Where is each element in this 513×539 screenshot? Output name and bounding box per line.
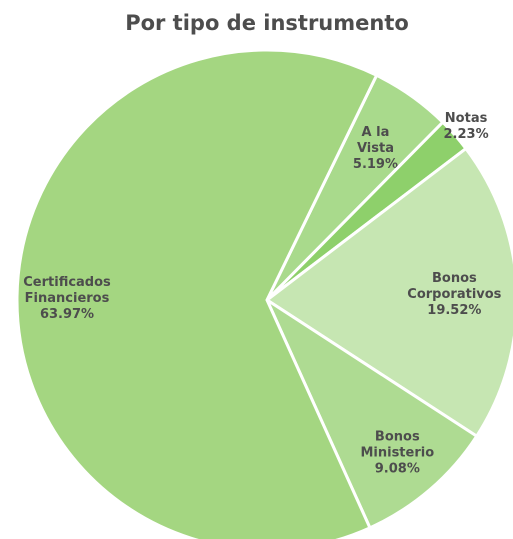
- slice-label: Certificados Financieros: [23, 275, 111, 306]
- slice-label-line: Corporativos: [407, 287, 501, 302]
- slice-label: A la Vista: [357, 125, 394, 156]
- value-label: 19.52%: [427, 303, 481, 318]
- slice-label: Bonos Corporativos: [407, 271, 501, 302]
- slice-label-line: Bonos: [432, 271, 477, 286]
- slice-label-line: Bonos: [375, 430, 420, 445]
- slice-label-line: Certificados: [23, 275, 111, 290]
- value-label: 2.23%: [444, 127, 489, 142]
- slice-label-line: Financieros: [25, 291, 110, 306]
- value-label: 5.19%: [353, 157, 398, 172]
- slice-label-line: Notas: [445, 111, 488, 126]
- value-label: 63.97%: [40, 307, 94, 322]
- slice-label-line: A la: [362, 125, 390, 140]
- slice-label: Bonos Ministerio: [360, 430, 434, 461]
- pie-slice: [264, 146, 513, 439]
- pie-slice: [263, 295, 479, 530]
- slice-label-line: Ministerio: [360, 446, 434, 461]
- slice-label-line: Vista: [357, 141, 394, 156]
- slice-label: Notas: [445, 111, 488, 126]
- chart-title: Por tipo de instrumento: [125, 11, 409, 35]
- value-label: 9.08%: [375, 462, 420, 477]
- pie-slice: [15, 48, 379, 539]
